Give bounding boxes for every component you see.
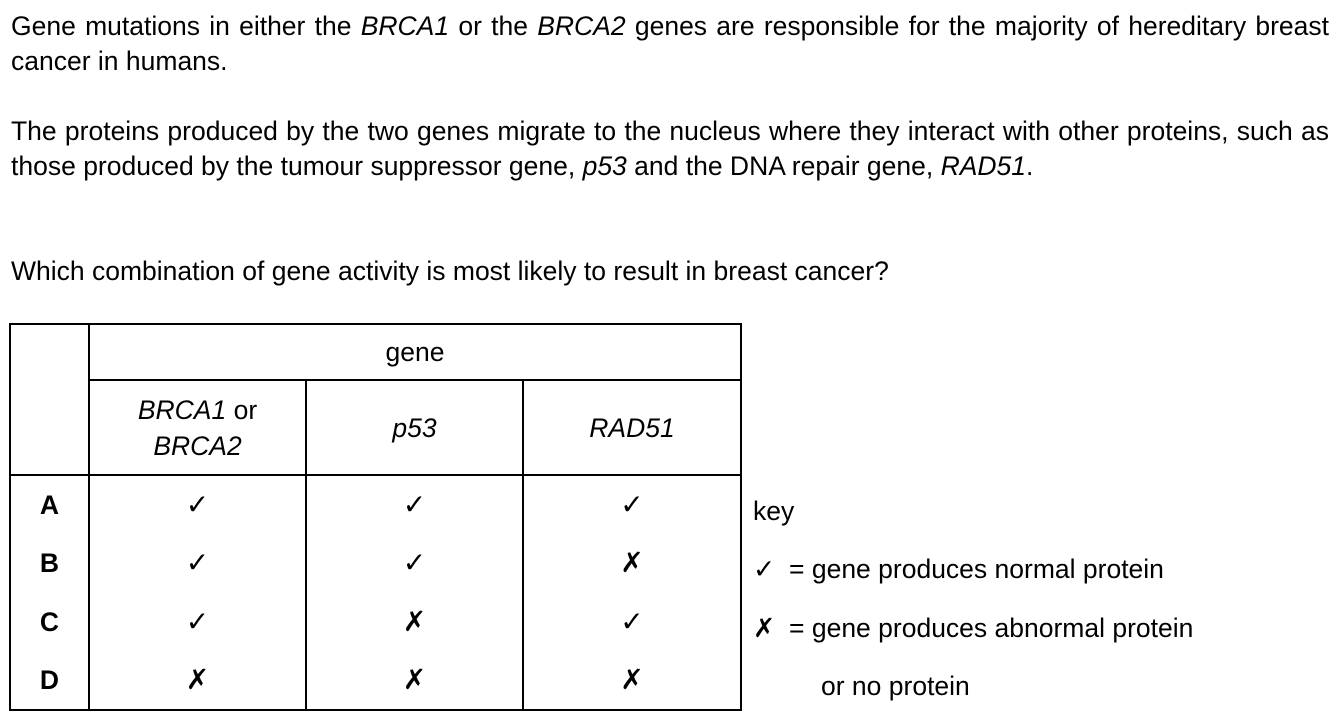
key-item-abnormal: ✗ = gene produces abnormal protein bbox=[753, 611, 1193, 646]
gene-name: BRCA2 bbox=[537, 11, 626, 41]
gene-name: p53 bbox=[582, 151, 627, 181]
column-header-brca: BRCA1 or BRCA2 bbox=[88, 379, 307, 476]
check-icon: ✓ bbox=[88, 534, 307, 593]
check-icon: ✓ bbox=[88, 592, 307, 651]
cross-icon: ✗ bbox=[521, 650, 743, 712]
gene-name: BRCA1 bbox=[137, 394, 227, 425]
text-span: and the DNA repair gene, bbox=[626, 151, 941, 181]
cross-icon: ✗ bbox=[305, 650, 524, 712]
gene-name: RAD51 bbox=[589, 412, 675, 443]
text-span: . bbox=[1026, 151, 1034, 181]
table-corner-cell bbox=[9, 323, 90, 476]
context-paragraph: The proteins produced by the two genes m… bbox=[11, 114, 1329, 184]
column-header-rad51: RAD51 bbox=[521, 379, 743, 476]
gene-name: RAD51 bbox=[940, 151, 1027, 181]
gene-name: BRCA1 bbox=[360, 11, 450, 41]
table-row: D ✗ ✗ ✗ bbox=[9, 650, 743, 712]
text-span: The proteins produced by the two genes m… bbox=[11, 116, 1329, 181]
key-text: = gene produces abnormal protein bbox=[789, 613, 1194, 643]
cross-icon: ✗ bbox=[88, 650, 307, 712]
option-letter: A bbox=[9, 473, 90, 535]
key-title: key bbox=[753, 496, 795, 526]
check-icon: ✓ bbox=[521, 592, 743, 651]
cross-icon: ✗ bbox=[753, 613, 776, 643]
gene-name: BRCA2 bbox=[153, 430, 242, 461]
text-span: or the bbox=[449, 11, 538, 41]
text-span: Gene mutations in either the bbox=[11, 11, 361, 41]
gene-name: p53 bbox=[392, 412, 437, 443]
check-icon: ✓ bbox=[305, 473, 524, 535]
option-letter: D bbox=[9, 650, 90, 712]
check-icon: ✓ bbox=[753, 554, 776, 584]
question-text: Which combination of gene activity is mo… bbox=[11, 256, 889, 286]
table-row: C ✓ ✗ ✓ bbox=[9, 592, 743, 651]
intro-paragraph: Gene mutations in either the BRCA1 or th… bbox=[11, 9, 1329, 79]
cross-icon: ✗ bbox=[305, 592, 524, 651]
option-letter: C bbox=[9, 592, 90, 651]
answer-table: gene BRCA1 or BRCA2 p53 RAD51 A ✓ ✓ ✓ B ✓… bbox=[9, 322, 743, 712]
column-header-p53: p53 bbox=[305, 379, 524, 476]
option-letter: B bbox=[9, 534, 90, 593]
text-span: or bbox=[226, 394, 258, 425]
check-icon: ✓ bbox=[88, 473, 307, 535]
text-span: genes are responsible for the majority o… bbox=[11, 11, 1329, 76]
cross-icon: ✗ bbox=[521, 534, 743, 593]
check-icon: ✓ bbox=[305, 534, 524, 593]
key-text: = gene produces normal protein bbox=[789, 554, 1164, 584]
key-item-normal: ✓ = gene produces normal protein bbox=[753, 552, 1164, 587]
table-row: B ✓ ✓ ✗ bbox=[9, 534, 743, 593]
key-item-continuation: or no protein bbox=[821, 671, 970, 701]
gene-group-header: gene bbox=[87, 322, 743, 382]
table-row: A ✓ ✓ ✓ bbox=[9, 473, 743, 535]
check-icon: ✓ bbox=[521, 473, 743, 535]
